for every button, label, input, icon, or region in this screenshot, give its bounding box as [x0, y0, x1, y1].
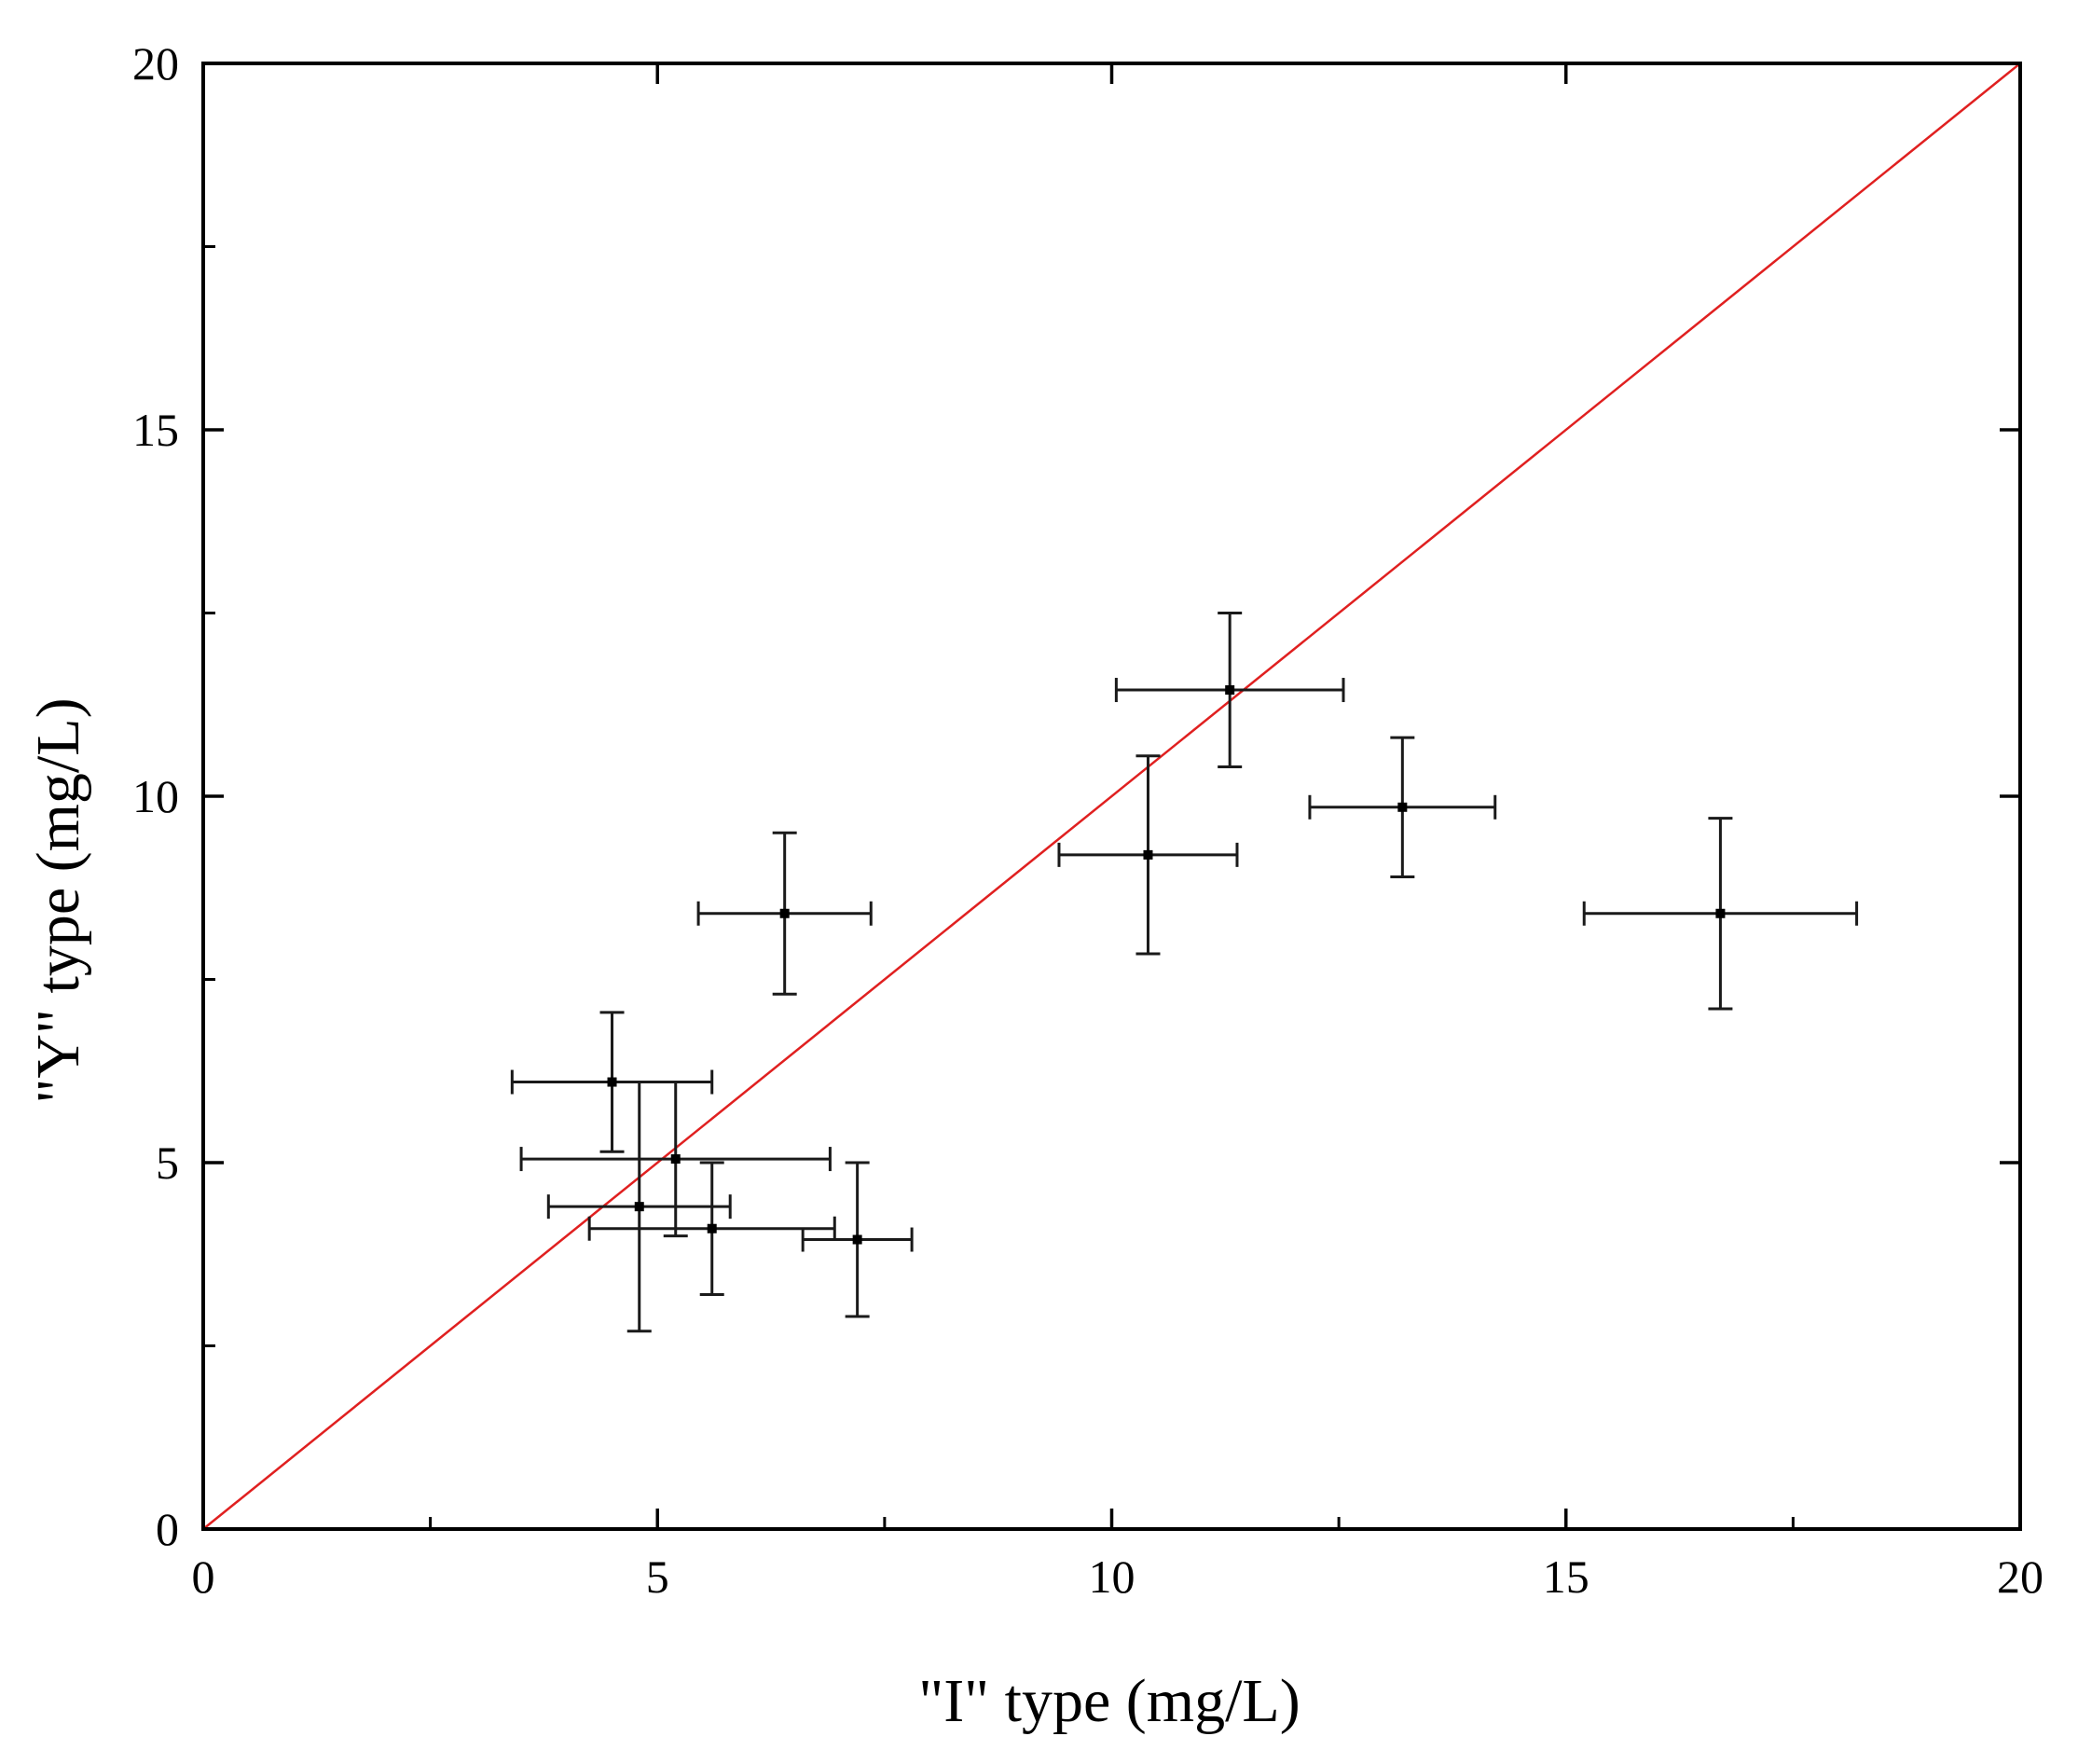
data-point-10 — [1582, 817, 1859, 1011]
data-marker — [1225, 685, 1235, 696]
reference-line-y-equals-x — [202, 62, 2021, 1530]
x-tick-label: 5 — [646, 1550, 669, 1603]
data-marker — [707, 1223, 717, 1233]
y-tick-label: 5 — [156, 1137, 179, 1189]
data-point-9 — [1308, 736, 1497, 878]
data-marker — [670, 1154, 681, 1165]
x-tick-label: 20 — [1997, 1550, 2044, 1603]
data-marker — [607, 1077, 617, 1087]
y-tick-label: 15 — [132, 404, 179, 456]
y-tick-label: 10 — [132, 770, 179, 822]
data-point-8 — [1114, 612, 1345, 769]
plot-area — [202, 62, 2021, 1530]
y-tick-label: 0 — [156, 1503, 179, 1555]
x-tick-label: 15 — [1543, 1550, 1589, 1603]
data-marker — [1397, 802, 1408, 812]
y-tick-label: 20 — [132, 37, 179, 90]
y-axis-title: "Y" type (mg/L) — [24, 697, 92, 1103]
tick-labels: 0 5 10 15 20 0 5 10 15 20 — [132, 37, 2044, 1603]
data-point-7 — [1057, 754, 1239, 956]
data-marker — [852, 1234, 862, 1245]
data-point-2 — [546, 1081, 732, 1333]
data-point-3 — [519, 1081, 832, 1238]
data-marker — [1143, 849, 1153, 860]
data-point-4 — [587, 1161, 836, 1296]
x-tick-label: 0 — [192, 1550, 215, 1603]
x-axis-title: "I" type (mg/L) — [918, 1667, 1300, 1735]
data-point-6 — [801, 1161, 914, 1318]
x-tick-label: 10 — [1089, 1550, 1135, 1603]
data-point-5 — [696, 831, 873, 996]
axes — [201, 62, 2022, 1531]
data-marker — [634, 1202, 644, 1212]
data-marker — [779, 908, 790, 918]
data-marker — [1715, 908, 1726, 918]
